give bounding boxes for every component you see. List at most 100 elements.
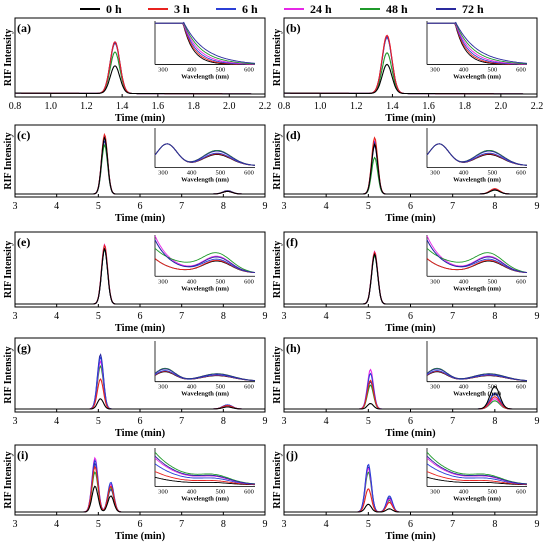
inset-trace [154, 463, 256, 485]
inset: 300 400 500 600 Wavelength (nm) [154, 235, 256, 292]
inset-trace [427, 22, 528, 65]
inset-tick-label: 300 [430, 278, 440, 285]
trace-3h [15, 465, 265, 513]
x-tick-label: 5 [96, 416, 101, 427]
inset-tick-label: 500 [215, 170, 225, 177]
x-tick-label: 2.0 [223, 101, 236, 112]
inset-tick-label: 400 [459, 170, 469, 177]
trace-72h [284, 144, 537, 195]
y-axis-label: RIF Intensity [3, 132, 14, 189]
inset: 300 400 500 600 Wavelength (nm) [154, 341, 256, 398]
y-axis-label: RIF Intensity [3, 451, 14, 508]
inset-tick-label: 400 [459, 66, 469, 73]
trace-0h [284, 63, 537, 95]
inset-trace [426, 368, 528, 381]
x-tick-label: 4 [324, 519, 329, 530]
x-axis-label: Time (min) [115, 213, 166, 224]
x-tick-label: 5 [366, 201, 371, 212]
x-tick-label: 5 [96, 311, 101, 322]
inset: 300 400 500 600 Wavelength (nm) [154, 21, 256, 80]
inset-trace [154, 451, 256, 485]
panel-a: (a)RIF Intensity 0.8 1.0 1.2 1.4 1.6 1.8 2.0 2.2… [3, 17, 272, 124]
x-tick-label: 1.4 [116, 101, 129, 112]
x-tick-label: 8 [492, 519, 497, 530]
trace-24h [15, 360, 265, 410]
trace-6h [284, 463, 537, 513]
inset-axis-label: Wavelength (nm) [181, 391, 229, 398]
inset-tick-label: 600 [244, 278, 254, 285]
x-tick-label: 4 [324, 416, 329, 427]
x-tick-label: 4 [54, 201, 59, 212]
trace-6h [284, 35, 537, 95]
trace-0h [284, 386, 537, 410]
trace-24h [15, 41, 265, 95]
legend-label: 0 h [106, 2, 122, 16]
trace-72h [15, 42, 265, 95]
panel-label: (i) [17, 448, 28, 462]
plot-frame [14, 17, 266, 98]
legend-entry: 72 h [436, 2, 484, 16]
panel-e: (e)RIF Intensity 3 4 5 6 7 8 9 Time (min) 300 400 5… [3, 231, 268, 334]
inset-tick-label: 600 [516, 384, 526, 391]
panel-label: (j) [286, 448, 298, 462]
x-tick-label: 5 [96, 519, 101, 530]
inset-tick-label: 300 [430, 489, 440, 496]
inset-trace [155, 22, 256, 65]
trace-6h [15, 355, 265, 410]
trace-6h [15, 135, 265, 195]
inset-tick-label: 600 [244, 66, 254, 73]
x-tick-label: 8 [221, 311, 226, 322]
inset-tick-label: 600 [244, 384, 254, 391]
trace-3h [284, 136, 537, 195]
x-axis-label: Time (min) [115, 531, 166, 542]
x-tick-label: 2.2 [259, 101, 272, 112]
inset-tick-label: 300 [430, 384, 440, 391]
x-axis-label: Time (min) [115, 428, 166, 439]
x-tick-label: 7 [450, 201, 455, 212]
trace-24h [284, 467, 537, 513]
panel-d: (d)RIF Intensity 3 4 5 6 7 8 9 Time (min) 300 400 5… [272, 124, 540, 224]
x-tick-label: 4 [324, 311, 329, 322]
inset-axis-label: Wavelength (nm) [181, 73, 229, 80]
inset-tick-label: 600 [516, 489, 526, 496]
trace-3h [15, 243, 265, 305]
legend-entry: 6 h [216, 2, 258, 16]
inset-trace [427, 21, 528, 64]
inset-tick-label: 400 [187, 278, 197, 285]
x-axis-label: Time (min) [385, 428, 436, 439]
trace-3h [15, 132, 265, 195]
panel-f: (f)RIF Intensity 3 4 5 6 7 8 9 Time (min) 300 400 5… [272, 231, 540, 334]
inset-trace [426, 471, 528, 485]
inset-trace [154, 143, 256, 166]
inset-tick-label: 600 [516, 170, 526, 177]
legend-entry: 0 h [80, 2, 122, 16]
trace-72h [15, 462, 265, 513]
x-tick-label: 8 [492, 201, 497, 212]
x-tick-label: 6 [138, 519, 143, 530]
x-tick-label: 7 [179, 519, 184, 530]
x-tick-label: 8 [492, 311, 497, 322]
inset-trace [155, 22, 255, 65]
inset-tick-label: 300 [430, 66, 440, 73]
x-tick-label: 7 [179, 416, 184, 427]
x-tick-label: 1.2 [80, 101, 93, 112]
legend-label: 72 h [462, 2, 484, 16]
inset-tick-label: 600 [244, 170, 254, 177]
x-tick-label: 8 [221, 519, 226, 530]
inset-tick-label: 400 [459, 278, 469, 285]
panel-g: (g)RIF Intensity 3 4 5 6 7 8 9 Time (min) 300 400 5… [3, 337, 268, 439]
panel-j: (j)RIF Intensity 3 4 5 6 7 8 9 Time (min) 300 400 5… [272, 444, 540, 542]
x-tick-label: 8 [221, 416, 226, 427]
inset: 300 400 500 600 Wavelength (nm) [426, 448, 528, 503]
inset-tick-label: 400 [459, 489, 469, 496]
inset-trace [155, 21, 256, 64]
panel-label: (g) [17, 341, 31, 355]
x-tick-label: 8 [221, 201, 226, 212]
inset-trace [426, 476, 527, 486]
trace-0h [15, 398, 265, 410]
legend-entry: 24 h [284, 2, 332, 16]
x-tick-label: 7 [450, 416, 455, 427]
trace-6h [284, 141, 537, 195]
x-tick-label: 3 [13, 311, 18, 322]
x-tick-label: 6 [408, 416, 413, 427]
